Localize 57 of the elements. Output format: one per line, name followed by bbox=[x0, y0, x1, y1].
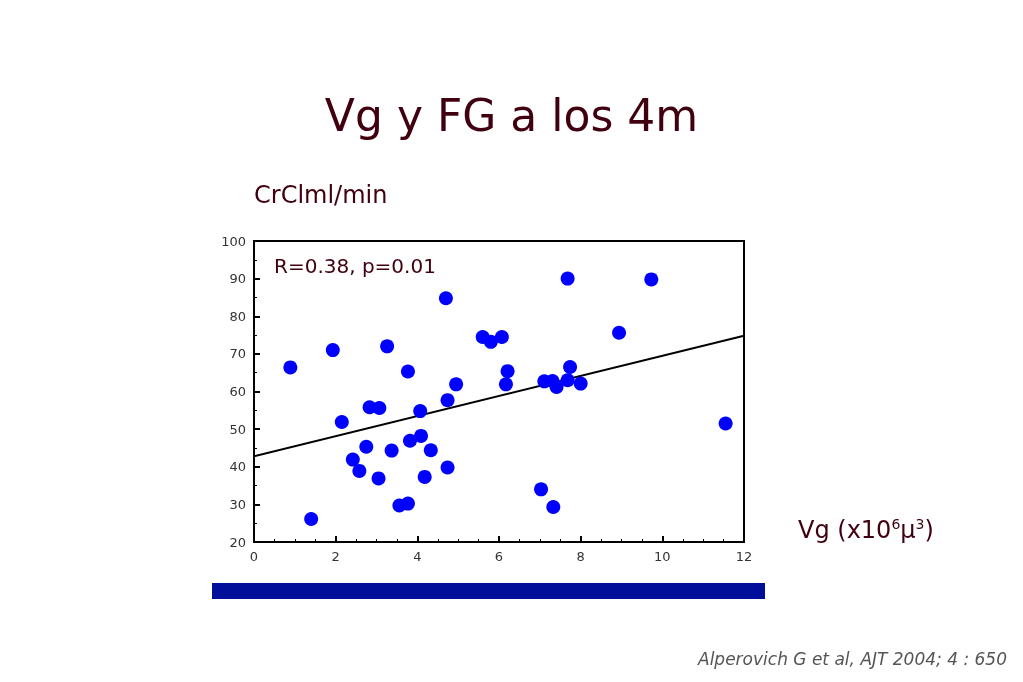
point bbox=[612, 325, 627, 340]
x-tick-label: 8 bbox=[576, 549, 585, 564]
point bbox=[438, 291, 453, 306]
y-tick-label: 100 bbox=[221, 233, 246, 249]
point bbox=[718, 416, 733, 431]
y-axis-title: CrClml/min bbox=[254, 181, 388, 209]
point bbox=[345, 452, 360, 467]
y-tick-label: 40 bbox=[229, 459, 246, 475]
point bbox=[573, 376, 588, 391]
point bbox=[500, 364, 515, 379]
point bbox=[560, 373, 575, 388]
x-tick-label: 2 bbox=[331, 549, 340, 564]
x-tick-label: 6 bbox=[494, 549, 504, 564]
y-tick-label: 90 bbox=[229, 271, 246, 287]
x-tick-label: 12 bbox=[735, 549, 753, 564]
x-tick-label: 10 bbox=[654, 549, 671, 564]
x-tick-label: 0 bbox=[249, 549, 259, 564]
x-tick-label: 4 bbox=[413, 549, 422, 564]
point bbox=[283, 360, 298, 375]
x-axis-title: Vg (x10$^{6}$μ$^{3}$) bbox=[798, 516, 934, 544]
point bbox=[400, 364, 415, 379]
point bbox=[334, 414, 349, 429]
text: Alperovich G et al, AJT 2004; 4 : 650 bbox=[697, 648, 1007, 669]
point bbox=[560, 271, 575, 286]
point bbox=[440, 393, 455, 408]
point bbox=[449, 377, 464, 392]
point bbox=[494, 329, 509, 344]
point bbox=[563, 360, 578, 375]
point bbox=[352, 463, 367, 478]
point bbox=[483, 334, 498, 349]
y-tick-label: 70 bbox=[229, 346, 246, 362]
point bbox=[414, 428, 429, 443]
point bbox=[534, 482, 549, 497]
point bbox=[417, 469, 432, 484]
y-tick-label: 80 bbox=[229, 308, 246, 324]
point bbox=[325, 343, 340, 358]
annotation: R=0.38, p=0.01 bbox=[274, 254, 436, 278]
point bbox=[304, 512, 319, 527]
y-tick-label: 60 bbox=[229, 384, 246, 399]
point bbox=[546, 500, 561, 514]
point bbox=[372, 401, 387, 416]
point bbox=[413, 404, 428, 419]
point bbox=[384, 443, 399, 458]
y-tick-label: 50 bbox=[229, 421, 246, 437]
point bbox=[380, 339, 395, 354]
point bbox=[498, 377, 513, 392]
point bbox=[440, 460, 455, 475]
y-tick-label: 30 bbox=[229, 496, 246, 512]
chart-title: Vg y FG a los 4m bbox=[324, 89, 699, 141]
point bbox=[403, 433, 417, 448]
point bbox=[371, 471, 386, 486]
point bbox=[644, 272, 659, 287]
point bbox=[400, 496, 415, 511]
point bbox=[549, 379, 564, 394]
point bbox=[359, 439, 374, 454]
y-tick-label: 20 bbox=[229, 534, 246, 550]
point bbox=[423, 443, 438, 458]
